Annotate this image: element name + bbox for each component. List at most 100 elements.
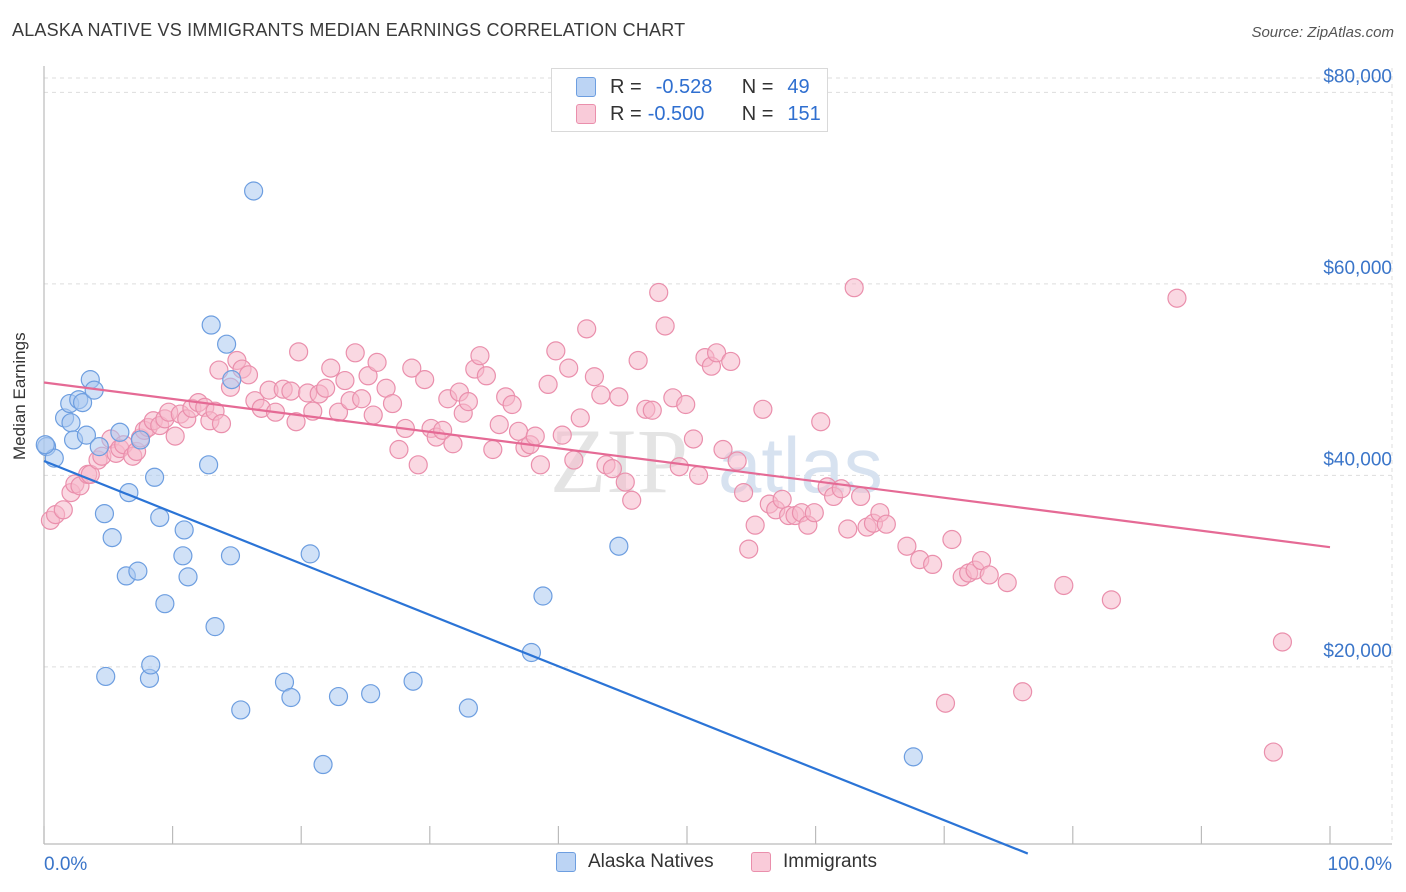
- data-point-immigrants: [838, 519, 858, 539]
- trend-line-alaska-natives: [43, 459, 1029, 855]
- data-point-alaska-natives: [403, 671, 423, 691]
- data-point-immigrants: [923, 554, 943, 575]
- data-point-immigrants: [727, 451, 747, 471]
- data-point-immigrants: [772, 489, 792, 509]
- data-point-immigrants: [753, 399, 773, 419]
- data-point-immigrants: [552, 425, 572, 445]
- data-point-immigrants: [286, 412, 306, 432]
- data-point-immigrants: [289, 342, 309, 362]
- data-point-immigrants: [546, 341, 566, 361]
- data-point-immigrants: [713, 439, 733, 460]
- data-point-alaska-natives: [96, 666, 116, 687]
- bottom-legend-swatch-blue: [556, 852, 576, 872]
- legend-swatch-blue: [576, 77, 596, 97]
- data-point-alaska-natives: [199, 455, 219, 475]
- data-point-immigrants: [489, 415, 509, 435]
- data-point-alaska-natives: [178, 567, 198, 587]
- data-point-alaska-natives: [102, 527, 122, 548]
- data-point-immigrants: [745, 515, 765, 535]
- data-point-immigrants: [165, 426, 185, 446]
- trend-line-immigrants: [43, 381, 1331, 549]
- bottom-legend-label: Immigrants: [783, 851, 877, 872]
- y-axis-label: Median Earnings: [10, 332, 29, 460]
- data-point-alaska-natives: [150, 507, 170, 528]
- data-point-alaska-natives: [155, 594, 175, 614]
- data-point-alaska-natives: [220, 546, 241, 566]
- chart-title: ALASKA NATIVE VS IMMIGRANTS MEDIAN EARNI…: [12, 20, 686, 40]
- data-point-immigrants: [655, 316, 675, 336]
- data-point-immigrants: [530, 455, 550, 475]
- data-point-alaska-natives: [61, 413, 81, 433]
- x-tick-label: 100.0%: [1328, 854, 1393, 875]
- data-point-immigrants: [345, 343, 365, 363]
- data-point-immigrants: [564, 450, 584, 470]
- data-point-alaska-natives: [313, 754, 333, 775]
- data-point-immigrants: [211, 414, 232, 434]
- data-point-alaska-natives: [110, 422, 130, 442]
- data-point-immigrants: [669, 457, 689, 477]
- data-point-immigrants: [1101, 590, 1121, 610]
- data-point-alaska-natives: [201, 315, 221, 335]
- legend-n-label: N =: [741, 75, 774, 98]
- legend-r-label: R =: [610, 75, 642, 98]
- bottom-legend-alaska-natives: Alaska Natives: [556, 851, 714, 873]
- data-point-alaska-natives: [174, 520, 194, 540]
- data-point-immigrants: [584, 367, 605, 387]
- grid-layer: [44, 68, 1393, 844]
- data-point-immigrants: [649, 282, 669, 303]
- y-tick-label: $60,000: [1323, 258, 1392, 279]
- data-point-immigrants: [316, 378, 336, 398]
- data-point-alaska-natives: [205, 617, 225, 637]
- data-point-immigrants: [367, 352, 387, 372]
- data-point-immigrants: [358, 366, 378, 386]
- data-point-immigrants: [1263, 742, 1284, 762]
- data-point-immigrants: [688, 465, 709, 485]
- data-point-immigrants: [706, 343, 727, 363]
- data-point-immigrants: [642, 400, 662, 420]
- data-point-immigrants: [1013, 682, 1033, 702]
- legend-swatch-pink: [576, 104, 596, 124]
- data-point-immigrants: [609, 387, 629, 407]
- data-point-alaska-natives: [244, 181, 264, 201]
- tick-label-layer: $20,000 $40,000 $60,000 $80,000 0.0% 100.0%: [44, 66, 1392, 875]
- data-point-immigrants: [683, 429, 704, 449]
- data-point-immigrants: [739, 539, 759, 559]
- data-point-immigrants: [1167, 288, 1187, 308]
- data-point-alaska-natives: [141, 655, 161, 675]
- data-point-alaska-natives: [458, 698, 478, 718]
- data-point-alaska-natives: [222, 370, 242, 390]
- data-point-immigrants: [559, 358, 579, 378]
- data-point-immigrants: [476, 366, 496, 386]
- bottom-legend-label: Alaska Natives: [588, 851, 714, 872]
- legend-n-label: N =: [741, 102, 774, 125]
- data-point-alaska-natives: [533, 586, 553, 606]
- legend-r-value: -0.500: [647, 102, 705, 125]
- data-point-immigrants: [676, 394, 696, 415]
- data-point-immigrants: [997, 573, 1017, 593]
- data-point-immigrants: [352, 389, 372, 409]
- data-point-immigrants: [844, 278, 864, 298]
- legend-r-value: -0.528: [655, 75, 713, 98]
- legend-n-value: 49: [787, 75, 810, 98]
- data-point-immigrants: [363, 405, 383, 425]
- trend-layer: [43, 381, 1331, 855]
- data-point-immigrants: [321, 358, 341, 378]
- data-point-immigrants: [615, 472, 635, 492]
- data-point-immigrants: [1054, 575, 1074, 596]
- data-point-alaska-natives: [173, 546, 193, 566]
- data-point-immigrants: [622, 490, 642, 510]
- chart-source: Source: ZipAtlas.com: [1251, 24, 1394, 41]
- legend-r-label: R =: [610, 102, 642, 125]
- data-point-immigrants: [415, 370, 435, 390]
- data-point-immigrants: [335, 370, 355, 391]
- data-point-immigrants: [483, 439, 503, 460]
- data-point-alaska-natives: [281, 687, 301, 708]
- data-point-alaska-natives: [300, 544, 320, 564]
- data-point-immigrants: [502, 394, 522, 415]
- data-point-alaska-natives: [94, 504, 115, 524]
- data-point-immigrants: [935, 693, 956, 713]
- data-point-immigrants: [525, 426, 545, 446]
- data-point-immigrants: [804, 503, 824, 523]
- data-point-immigrants: [470, 346, 490, 366]
- data-point-immigrants: [53, 500, 73, 520]
